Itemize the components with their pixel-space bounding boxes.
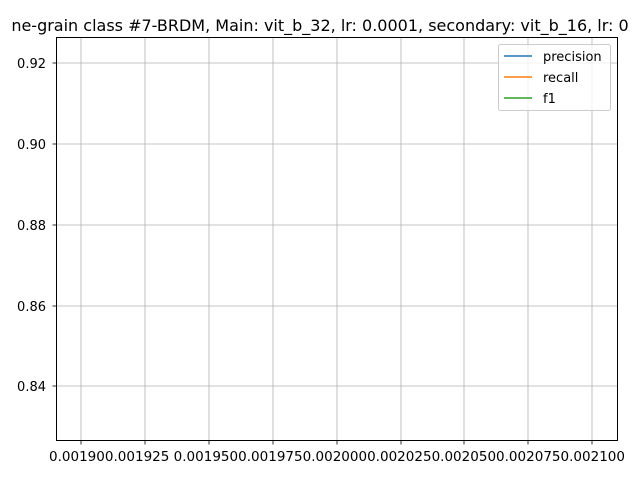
legend-label-recall: recall bbox=[543, 71, 578, 86]
y-tick-label: 0.88 bbox=[17, 219, 46, 234]
legend-label-f1: f1 bbox=[543, 92, 556, 107]
legend-label-precision: precision bbox=[543, 50, 602, 65]
x-tick-label: 0.001900.001925 0.0019500.0019750.002000… bbox=[49, 450, 625, 465]
chart-title: ne-grain class #7-BRDM, Main: vit_b_32, … bbox=[11, 16, 628, 36]
y-tick-label: 0.86 bbox=[17, 300, 46, 315]
plot-frame bbox=[56, 37, 618, 441]
x-ticks: 0.001900.001925 0.0019500.0019750.002000… bbox=[49, 440, 625, 465]
legend: precision recall f1 bbox=[498, 44, 611, 111]
y-ticks: 0.84 0.86 0.88 0.90 0.92 bbox=[17, 57, 57, 395]
y-tick-label: 0.90 bbox=[17, 138, 46, 153]
y-tick-label: 0.92 bbox=[17, 57, 46, 72]
legend-box bbox=[498, 44, 611, 111]
y-tick-label: 0.84 bbox=[17, 380, 46, 395]
